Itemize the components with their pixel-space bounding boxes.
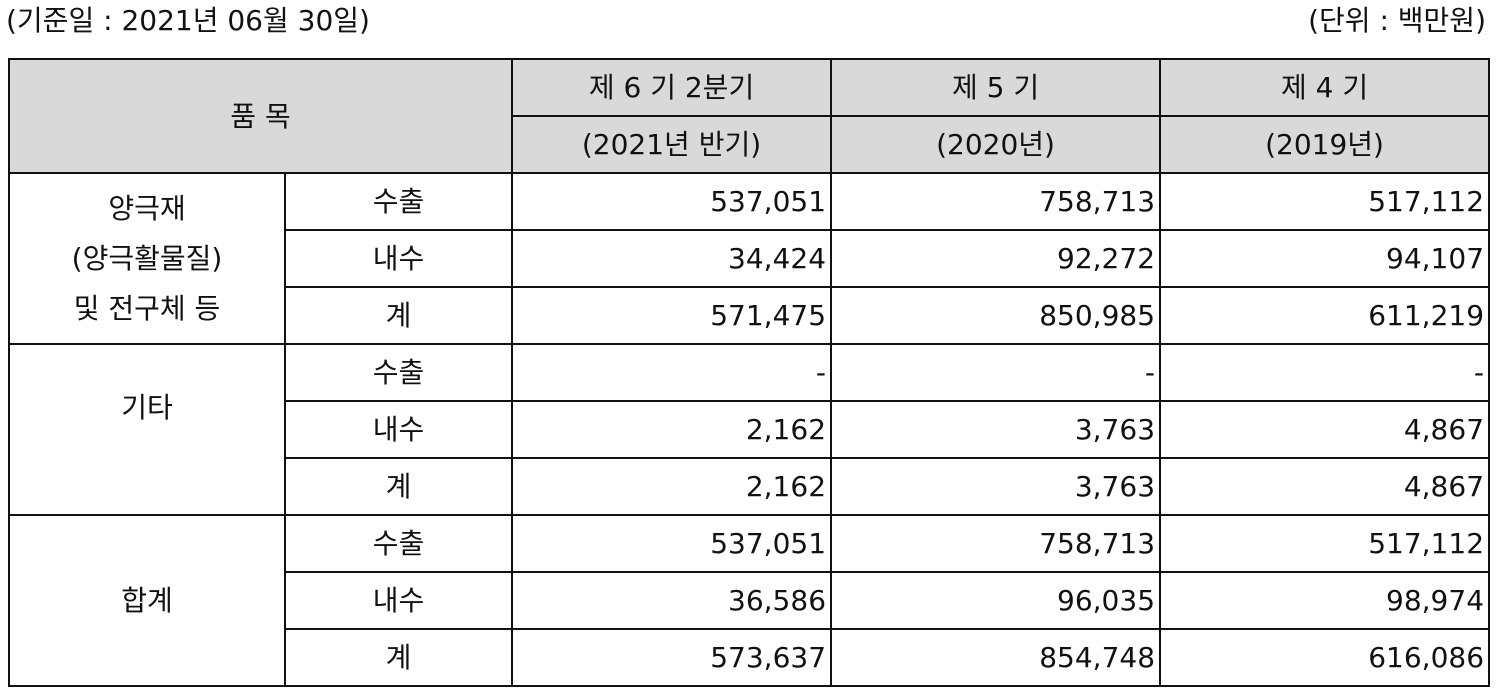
table-row: 내수 2,162 3,763 4,867 bbox=[9, 400, 1491, 459]
value-cell: 616,086 bbox=[1159, 628, 1491, 687]
value-cell: 758,713 bbox=[830, 514, 1162, 573]
header-row-year: (2021년 반기) (2020년) (2019년) bbox=[9, 115, 1491, 174]
table-caption-bar: (기준일 : 2021년 06월 30일) (단위 : 백만원) bbox=[0, 0, 1496, 42]
subcategory-cell: 내수 bbox=[283, 571, 514, 630]
value-cell: - bbox=[511, 343, 833, 402]
value-cell: 517,112 bbox=[1159, 172, 1491, 231]
table-row: 계 573,637 854,748 616,086 bbox=[9, 628, 1491, 687]
subcategory-cell: 수출 bbox=[283, 172, 514, 231]
subcategory-cell: 계 bbox=[283, 286, 514, 345]
table-row: 계 2,162 3,763 4,867 bbox=[9, 457, 1491, 516]
column-header-year: (2021년 반기) bbox=[511, 115, 833, 174]
table-row: 계 571,475 850,985 611,219 bbox=[9, 286, 1491, 345]
value-cell: 611,219 bbox=[1159, 286, 1491, 345]
value-cell: 3,763 bbox=[830, 457, 1162, 516]
category-cell: 기타 bbox=[8, 343, 286, 516]
value-cell: 92,272 bbox=[830, 229, 1162, 288]
table-row: 합계 수출 537,051 758,713 517,112 bbox=[8, 514, 1491, 687]
value-cell: 98,974 bbox=[1159, 571, 1491, 630]
category-name-line: 합계 bbox=[121, 583, 173, 617]
value-cell: 34,424 bbox=[511, 229, 833, 288]
category-name-line: 및 전구체 등 bbox=[73, 291, 221, 325]
value-cell: 571,475 bbox=[511, 286, 833, 345]
column-header-period: 제 6 기 2분기 bbox=[511, 58, 833, 117]
value-cell: 517,112 bbox=[1159, 514, 1491, 573]
value-cell: 94,107 bbox=[1159, 229, 1491, 288]
value-cell: 2,162 bbox=[511, 400, 833, 459]
category-name-line: 기타 bbox=[121, 391, 173, 424]
category-cell: 합계 bbox=[8, 514, 286, 687]
category-name-line: (양극활물질) bbox=[71, 241, 223, 275]
table-row: 기타 수출 - - - bbox=[8, 343, 1491, 516]
value-cell: 537,051 bbox=[511, 514, 833, 573]
value-cell: - bbox=[1159, 343, 1491, 402]
table-row: 양극재 (양극활물질) 및 전구체 등 수출 537,051 758,713 5… bbox=[8, 172, 1491, 345]
value-cell: 3,763 bbox=[830, 400, 1162, 459]
column-header-period: 제 4 기 bbox=[1159, 58, 1491, 117]
value-cell: 758,713 bbox=[830, 172, 1162, 231]
item-header: 품 목 bbox=[7, 58, 514, 174]
unit-label: (단위 : 백만원) bbox=[1308, 4, 1486, 37]
value-cell: 573,637 bbox=[511, 628, 833, 687]
value-cell: 36,586 bbox=[511, 571, 833, 630]
table-row: 내수 36,586 96,035 98,974 bbox=[9, 571, 1491, 630]
category-name-line: 양극재 bbox=[108, 191, 186, 225]
value-cell: 854,748 bbox=[830, 628, 1162, 687]
value-cell: 4,867 bbox=[1159, 457, 1491, 516]
column-header-year: (2020년) bbox=[830, 115, 1162, 174]
subcategory-cell: 수출 bbox=[283, 514, 514, 573]
table-row: 내수 34,424 92,272 94,107 bbox=[9, 229, 1491, 288]
value-cell: 850,985 bbox=[830, 286, 1162, 345]
subcategory-cell: 내수 bbox=[283, 400, 514, 459]
category-cell: 양극재 (양극활물질) 및 전구체 등 bbox=[8, 172, 286, 345]
column-header-year: (2019년) bbox=[1159, 115, 1491, 174]
value-cell: 2,162 bbox=[511, 457, 833, 516]
subcategory-cell: 계 bbox=[283, 628, 514, 687]
base-date-label: (기준일 : 2021년 06월 30일) bbox=[6, 4, 370, 37]
sales-table: 품 목 제 6 기 2분기 제 5 기 제 4 기 (2021년 반기) (20… bbox=[7, 58, 1491, 687]
subcategory-cell: 계 bbox=[283, 457, 514, 516]
value-cell: 4,867 bbox=[1159, 400, 1491, 459]
header-row-period: 품 목 제 6 기 2분기 제 5 기 제 4 기 bbox=[7, 58, 1491, 174]
subcategory-cell: 수출 bbox=[283, 343, 514, 402]
value-cell: 537,051 bbox=[511, 172, 833, 231]
value-cell: 96,035 bbox=[830, 571, 1162, 630]
subcategory-cell: 내수 bbox=[283, 229, 514, 288]
column-header-period: 제 5 기 bbox=[830, 58, 1162, 117]
value-cell: - bbox=[830, 343, 1162, 402]
